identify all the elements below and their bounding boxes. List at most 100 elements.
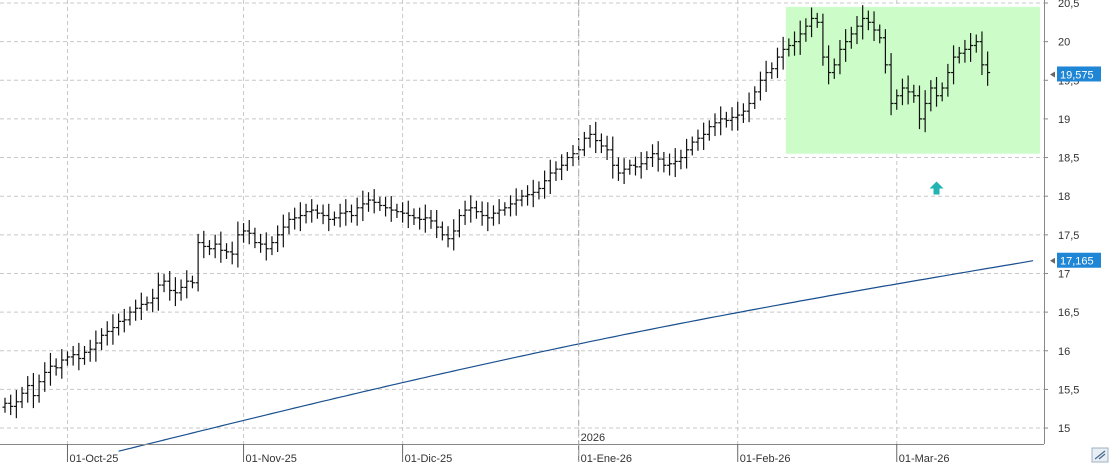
ohlc-bar [553, 161, 559, 181]
ohlc-bar [689, 136, 695, 156]
ohlc-bar [928, 80, 934, 112]
ohlc-bar [53, 358, 59, 376]
ohlc-bar [172, 277, 178, 307]
ohlc-bar [598, 133, 604, 154]
ohlc-bar [30, 373, 36, 409]
ohlc-bar [701, 122, 707, 150]
ohlc-bar [774, 47, 780, 79]
ohlc-bar [536, 181, 542, 200]
ohlc-bar [581, 131, 587, 157]
ohlc-bar [286, 212, 292, 235]
ohlc-bar [439, 221, 445, 241]
ohlc-bar [456, 209, 462, 238]
ohlc-bar [309, 199, 315, 223]
ohlc-bar [19, 386, 25, 409]
zone-rectangle [785, 6, 1041, 154]
ohlc-bar [167, 271, 173, 301]
ohlc-bar [184, 270, 190, 299]
price-bars [2, 5, 991, 419]
ohlc-bar [803, 18, 809, 42]
y-tick-label: 17 [1058, 268, 1070, 280]
up-arrow-icon [929, 181, 944, 195]
ohlc-bar [224, 243, 230, 259]
ohlc-bar [218, 231, 224, 263]
ohlc-bar [632, 156, 638, 176]
ohlc-bar [252, 227, 258, 249]
ohlc-bar [559, 154, 565, 181]
ohlc-bar [138, 292, 144, 321]
ohlc-bar [621, 158, 627, 184]
y-tick-label: 20 [1058, 37, 1070, 49]
ohlc-bar [871, 11, 877, 42]
ohlc-bar [99, 328, 105, 351]
ohlc-bar [337, 203, 343, 228]
ohlc-bar [655, 141, 661, 172]
ohlc-bar [740, 103, 746, 123]
ohlc-bar [865, 10, 871, 31]
ohlc-bar [485, 202, 491, 232]
ohlc-bar [314, 204, 320, 219]
corner-scroll-control[interactable] [1091, 447, 1109, 463]
ohlc-bar [951, 45, 957, 85]
ohlc-bar [42, 362, 48, 392]
ohlc-bar [206, 240, 212, 256]
ohlc-bar [570, 145, 576, 167]
ohlc-bar [36, 374, 42, 403]
ohlc-bar [366, 192, 372, 212]
ohlc-bar [326, 203, 332, 232]
ohlc-bar [905, 75, 911, 105]
ohlc-bar [610, 136, 616, 179]
ohlc-bar [746, 92, 752, 123]
x-axis: 01-Oct-25 01-Nov-25 01-Dic-25 01-Ene-26 01-F… [0, 0, 1044, 465]
x-tick-label: 01-Oct-25 [69, 453, 118, 465]
ohlc-bar [354, 197, 360, 226]
y-tick-label: 19 [1058, 114, 1070, 126]
ohlc-bar [76, 342, 82, 371]
ohlc-bar [877, 24, 883, 44]
ohlc-bar [93, 330, 99, 362]
moving-average-tag: 17,165 [1050, 252, 1101, 268]
ohlc-bar [525, 185, 531, 206]
ohlc-bar [292, 207, 298, 230]
ohlc-bar [47, 352, 53, 386]
ohlc-bar [229, 241, 235, 265]
last-price-tag: 19,575 [1050, 66, 1101, 82]
x-tick-label: 01-Dic-25 [405, 453, 453, 465]
ohlc-bar [178, 279, 184, 301]
ohlc-bar [297, 202, 303, 232]
year-label: 2026 [581, 432, 605, 444]
ohlc-bar [763, 60, 769, 93]
ohlc-bar [25, 376, 31, 403]
ohlc-bar [360, 190, 366, 222]
ohlc-bar [729, 107, 735, 131]
ohlc-bar [604, 135, 610, 161]
ohlc-bar [161, 274, 167, 293]
ohlc-bar [519, 189, 525, 207]
ohlc-bar [985, 51, 991, 86]
ohlc-bar [922, 90, 928, 133]
y-tick-label: 15,5 [1058, 384, 1079, 396]
ohlc-bar [979, 31, 985, 76]
x-tick-label: 01-Feb-26 [740, 453, 791, 465]
ohlc-bar [587, 124, 593, 148]
ohlc-bar [451, 219, 457, 251]
ohlc-bar [695, 129, 701, 151]
ohlc-bar [468, 195, 474, 223]
ohlc-bar [894, 89, 900, 110]
ohlc-bar [615, 157, 621, 181]
ohlc-bar [348, 204, 354, 223]
y-tick-label: 18,5 [1058, 153, 1079, 165]
ohlc-bar [400, 202, 406, 223]
ohlc-bar [837, 39, 843, 75]
ohlc-bar [8, 394, 14, 416]
ohlc-bar [911, 84, 917, 103]
ohlc-bar [479, 201, 485, 226]
ohlc-bar [473, 200, 479, 219]
price-tags: 19,575 17,165 [1050, 66, 1101, 268]
arrow-marker [929, 181, 944, 195]
ohlc-bar [899, 78, 905, 106]
ohlc-bar [150, 288, 156, 313]
ohlc-bar [127, 306, 133, 326]
